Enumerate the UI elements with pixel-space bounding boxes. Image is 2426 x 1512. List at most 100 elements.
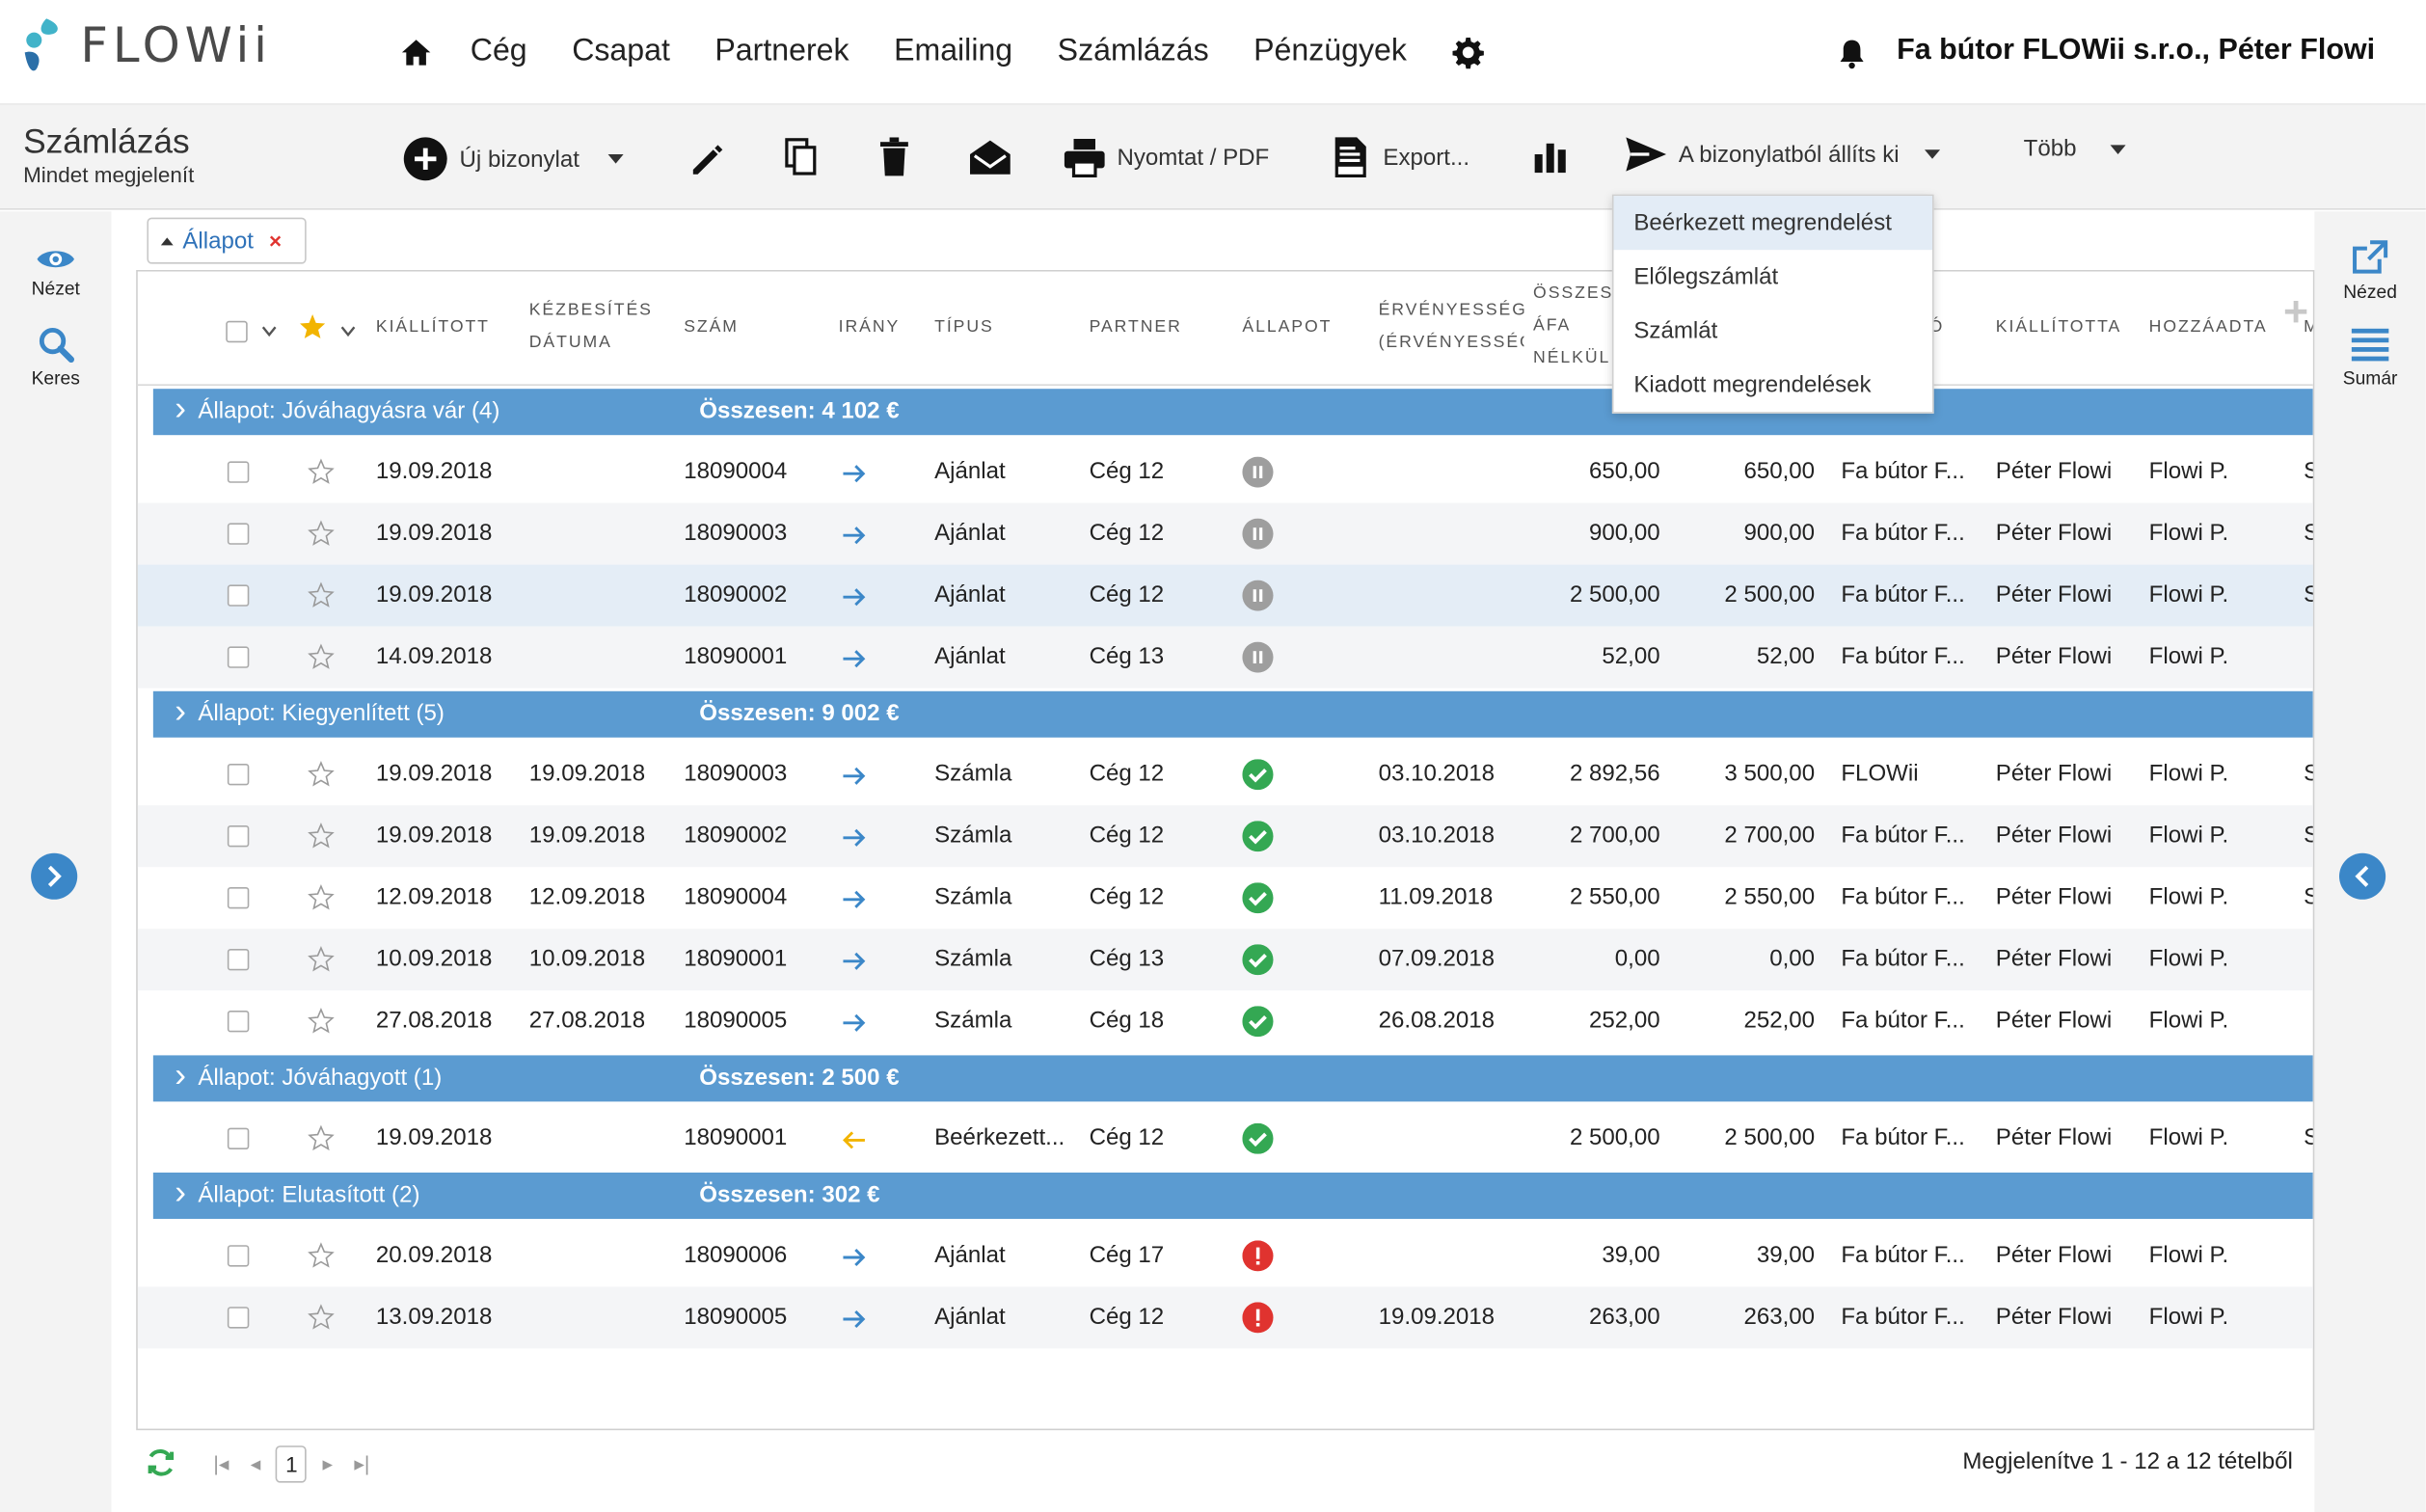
- nav-item-emailing[interactable]: Emailing: [894, 34, 1013, 68]
- nav-item-finances[interactable]: Pénzügyek: [1253, 34, 1407, 68]
- column-header-total-net[interactable]: ÖSSZESE ÁFA NÉLKÜL: [1533, 278, 1627, 375]
- star-icon[interactable]: [308, 520, 335, 546]
- last-page-icon[interactable]: ▸|: [354, 1451, 370, 1475]
- column-header-added-by[interactable]: HOZZÁADTA: [2148, 317, 2268, 337]
- table-row[interactable]: 19.09.2018 18090003 Ajánlat Cég 12 900,00 900…: [137, 502, 2313, 565]
- table-row[interactable]: 12.09.2018 12.09.2018 18090004 Számla Cég 12…: [138, 867, 2313, 929]
- table-row[interactable]: 19.09.2018 18090004 Ajánlat Cég 12 650,00 650…: [138, 442, 2313, 503]
- column-header-issued-by[interactable]: KIÁLLÍTOTTA: [1995, 317, 2122, 337]
- menu-item-advance-invoice[interactable]: Előlegszámlát: [1633, 263, 1779, 290]
- nav-item-partners[interactable]: Partnerek: [714, 34, 849, 68]
- row-checkbox[interactable]: [227, 1011, 250, 1033]
- star-icon[interactable]: [308, 1124, 335, 1151]
- row-checkbox[interactable]: [227, 1307, 250, 1329]
- company-user-name[interactable]: Fa bútor FLOWii s.r.o., Péter Flowi: [1897, 34, 2376, 67]
- gear-icon[interactable]: [1451, 35, 1485, 68]
- star-icon[interactable]: [308, 946, 335, 972]
- row-checkbox[interactable]: [227, 764, 250, 786]
- new-document-button[interactable]: Új bizonylat: [402, 136, 623, 182]
- row-checkbox[interactable]: [227, 461, 250, 483]
- star-icon[interactable]: [308, 1008, 335, 1034]
- menu-item-issued-orders[interactable]: Kiadott megrendelések: [1633, 371, 1872, 398]
- column-header-direction[interactable]: IRÁNY: [838, 317, 901, 337]
- nav-item-company[interactable]: Cég: [470, 34, 527, 68]
- summary-button[interactable]: Sumár: [2314, 326, 2426, 389]
- column-header-number[interactable]: SZÁM: [684, 317, 739, 337]
- trash-icon[interactable]: [878, 137, 909, 177]
- search-button[interactable]: Keres: [0, 326, 112, 389]
- table-row[interactable]: 19.09.2018 19.09.2018 18090002 Számla Cég 12…: [137, 805, 2313, 868]
- nav-item-invoicing[interactable]: Számlázás: [1057, 34, 1209, 68]
- print-pdf-button[interactable]: Nyomtat / PDF: [1063, 136, 1269, 179]
- row-checkbox[interactable]: [227, 949, 250, 971]
- chevron-down-icon[interactable]: [261, 326, 277, 338]
- view-button[interactable]: Nézet: [0, 245, 112, 299]
- chevron-right-icon[interactable]: ›: [175, 690, 187, 730]
- page-number-input[interactable]: 1: [276, 1445, 308, 1483]
- envelope-open-icon[interactable]: [968, 139, 1011, 176]
- row-checkbox[interactable]: [227, 523, 250, 545]
- column-header-partner[interactable]: PARTNER: [1089, 317, 1182, 337]
- group-row[interactable]: › Állapot: Elutasított (2) Összesen: 302 €: [152, 1173, 2313, 1219]
- row-checkbox[interactable]: [227, 584, 250, 607]
- table-row[interactable]: 27.08.2018 27.08.2018 18090005 Számla Cég 18…: [138, 990, 2313, 1052]
- column-header-more[interactable]: M: [2304, 311, 2313, 344]
- star-icon[interactable]: [308, 823, 335, 849]
- column-header-issued[interactable]: KIÁLLÍTOTT: [375, 317, 490, 337]
- star-icon[interactable]: [308, 1242, 335, 1268]
- view-external-button[interactable]: Nézed: [2314, 239, 2426, 303]
- star-icon[interactable]: [308, 884, 335, 910]
- group-row[interactable]: › Állapot: Jóváhagyásra vár (4) Összesen: …: [152, 389, 2313, 436]
- group-row[interactable]: › Állapot: Jóváhagyott (1) Összesen: 2 500…: [152, 1055, 2313, 1102]
- more-button[interactable]: Több: [2024, 136, 2126, 162]
- column-header-status[interactable]: ÁLLAPOT: [1242, 317, 1333, 337]
- expand-right-button[interactable]: [2339, 852, 2386, 900]
- close-icon[interactable]: ×: [268, 228, 283, 254]
- chevron-right-icon[interactable]: ›: [175, 1055, 187, 1094]
- row-checkbox[interactable]: [227, 1127, 250, 1149]
- add-column-icon[interactable]: [2283, 299, 2308, 324]
- table-row[interactable]: 10.09.2018 10.09.2018 18090001 Számla Cég 13…: [137, 929, 2313, 991]
- select-all-checkbox[interactable]: [226, 320, 248, 343]
- table-row[interactable]: 14.09.2018 18090001 Ajánlat Cég 13 52,00 52,0…: [137, 626, 2313, 688]
- chevron-right-icon[interactable]: ›: [175, 1173, 187, 1211]
- chevron-right-icon[interactable]: ›: [175, 389, 187, 428]
- row-checkbox[interactable]: [227, 1245, 250, 1267]
- issue-from-document-button[interactable]: A bizonylatból állíts ki: [1625, 136, 1940, 173]
- chevron-down-icon[interactable]: [340, 326, 356, 338]
- nav-item-team[interactable]: Csapat: [572, 34, 670, 68]
- star-icon[interactable]: [308, 643, 335, 669]
- bell-icon[interactable]: [1838, 39, 1866, 69]
- export-button[interactable]: Export...: [1334, 136, 1469, 179]
- star-filled-icon[interactable]: [299, 313, 327, 339]
- star-icon[interactable]: [308, 761, 335, 787]
- star-icon[interactable]: [308, 1304, 335, 1330]
- logo[interactable]: FLOWii: [21, 15, 271, 77]
- menu-item-incoming-order[interactable]: Beérkezett megrendelést: [1613, 196, 1933, 251]
- column-header-delivery[interactable]: KÉZBESÍTÉS DÁTUMA: [529, 295, 653, 360]
- bar-chart-icon[interactable]: [1533, 142, 1567, 174]
- column-header-validity[interactable]: ÉRVÉNYESSÉG (ÉRVÉNYESSÉG: [1379, 295, 1524, 360]
- star-icon[interactable]: [308, 458, 335, 484]
- row-checkbox[interactable]: [227, 887, 250, 909]
- next-page-icon[interactable]: ▸: [322, 1451, 333, 1475]
- menu-item-invoice[interactable]: Számlát: [1633, 317, 1718, 344]
- expand-left-button[interactable]: [31, 852, 78, 900]
- table-row[interactable]: 13.09.2018 18090005 Ajánlat Cég 12 19.09.201…: [137, 1286, 2313, 1349]
- row-checkbox[interactable]: [227, 825, 250, 848]
- group-row[interactable]: › Állapot: Kiegyenlített (5) Összesen: 9 0…: [152, 690, 2313, 738]
- prev-page-icon[interactable]: ◂: [250, 1451, 261, 1475]
- filter-chip-status[interactable]: Állapot ×: [147, 217, 307, 264]
- table-row[interactable]: 19.09.2018 18090001 Beérkezett... Cég 12 2 5…: [138, 1108, 2313, 1170]
- column-header-type[interactable]: TÍPUS: [934, 317, 994, 337]
- table-row[interactable]: 20.09.2018 18090006 Ajánlat Cég 17 39,00 39,0…: [138, 1225, 2313, 1286]
- star-icon[interactable]: [308, 581, 335, 608]
- first-page-icon[interactable]: |◂: [213, 1451, 229, 1475]
- copy-icon[interactable]: [784, 137, 818, 177]
- table-row[interactable]: 19.09.2018 19.09.2018 18090003 Számla Cég 12…: [138, 743, 2313, 805]
- pencil-icon[interactable]: [690, 139, 724, 176]
- table-row[interactable]: 19.09.2018 18090002 Ajánlat Cég 12 2 500,00 2…: [137, 564, 2313, 627]
- home-icon[interactable]: [399, 35, 433, 68]
- row-checkbox[interactable]: [227, 646, 250, 668]
- refresh-icon[interactable]: [146, 1447, 176, 1478]
